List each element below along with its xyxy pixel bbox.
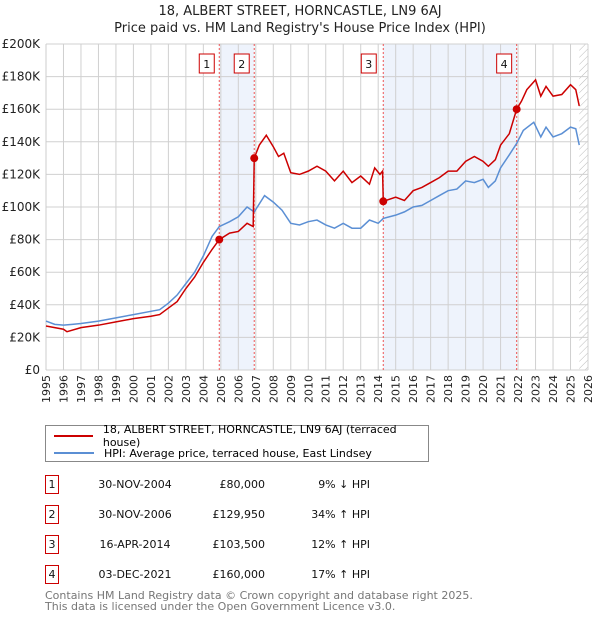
x-tick-label: 2009 xyxy=(285,375,298,403)
transaction-row: 2 30-NOV-2006 £129,950 34% ↑ HPI xyxy=(0,505,600,525)
y-tick-label: £20K xyxy=(9,330,41,344)
x-tick-label: 2010 xyxy=(302,375,315,403)
y-tick-label: £180K xyxy=(2,70,42,84)
y-tick-label: £80K xyxy=(9,233,41,247)
x-tick-label: 2022 xyxy=(512,375,525,403)
property-line xyxy=(45,78,580,333)
x-tick-label: 2013 xyxy=(355,375,368,403)
sale-label-box xyxy=(233,53,250,74)
transaction-date: 30-NOV-2006 xyxy=(98,508,172,521)
x-tick-label: 2012 xyxy=(337,375,350,403)
x-tick-label: 2014 xyxy=(372,375,385,403)
x-tick-label: 2024 xyxy=(547,375,560,403)
legend-label-property: 18, ALBERT STREET, HORNCASTLE, LN9 6AJ (… xyxy=(102,423,397,449)
x-tick-label: 2023 xyxy=(530,375,543,403)
x-tick-label: 1997 xyxy=(75,375,88,403)
transaction-number: 3 xyxy=(45,535,59,554)
legend-item-property: 18, ALBERT STREET, HORNCASTLE, LN9 6AJ (… xyxy=(54,423,428,449)
transaction-date: 03-DEC-2021 xyxy=(98,568,172,581)
legend-swatch-property xyxy=(54,435,93,437)
x-tick-label: 2016 xyxy=(407,375,420,403)
transaction-date: 30-NOV-2004 xyxy=(98,478,172,491)
x-tick-label: 1998 xyxy=(92,375,105,403)
transaction-price: £160,000 xyxy=(212,568,266,581)
footer-copyright: Contains HM Land Registry data © Crown c… xyxy=(45,589,473,602)
x-tick-label: 2017 xyxy=(425,375,438,403)
legend-swatch-hpi xyxy=(54,452,94,454)
x-tick-label: 2008 xyxy=(267,375,280,403)
sale-label-box xyxy=(198,53,215,74)
chart-title: 18, ALBERT STREET, HORNCASTLE, LN9 6AJ xyxy=(158,4,442,19)
sale-point xyxy=(215,235,224,244)
x-tick-label: 2019 xyxy=(460,375,473,403)
x-tick-label: 2015 xyxy=(390,375,403,403)
legend: 18, ALBERT STREET, HORNCASTLE, LN9 6AJ (… xyxy=(45,423,429,462)
x-tick-label: 2000 xyxy=(127,375,140,403)
transaction-hpi-diff: 17% ↑ HPI xyxy=(311,568,370,581)
transaction-number: 4 xyxy=(45,565,59,584)
x-tick-label: 2018 xyxy=(442,375,455,403)
transaction-row: 1 30-NOV-2004 £80,000 9% ↓ HPI xyxy=(0,475,600,495)
transaction-price: £80,000 xyxy=(219,478,266,491)
transaction-hpi-diff: 9% ↓ HPI xyxy=(318,478,370,491)
y-tick-label: £200K xyxy=(2,37,42,51)
x-tick-label: 1996 xyxy=(57,375,70,403)
y-tick-label: £160K xyxy=(2,102,42,116)
x-tick-label: 2005 xyxy=(215,375,228,403)
transaction-row: 4 03-DEC-2021 £160,000 17% ↑ HPI xyxy=(0,565,600,585)
transaction-hpi-diff: 34% ↑ HPI xyxy=(311,508,370,521)
x-tick-label: 2002 xyxy=(162,375,175,403)
sale-label: 4 xyxy=(501,58,508,71)
hpi-line xyxy=(45,121,580,326)
legend-label-hpi: HPI: Average price, terraced house, East… xyxy=(104,446,372,460)
x-tick-label: 2004 xyxy=(197,375,210,403)
sale-label: 2 xyxy=(238,58,245,71)
sale-point xyxy=(250,154,259,163)
transaction-number: 2 xyxy=(45,505,59,524)
transaction-row: 3 16-APR-2014 £103,500 12% ↑ HPI xyxy=(0,535,600,555)
transaction-price: £129,950 xyxy=(212,508,266,521)
transaction-date: 16-APR-2014 xyxy=(99,538,171,551)
y-tick-label: £100K xyxy=(2,200,42,214)
legend-item-hpi: HPI: Average price, terraced house, East… xyxy=(54,446,372,460)
x-tick-label: 2020 xyxy=(477,375,490,403)
x-tick-label: 1999 xyxy=(110,375,123,403)
x-tick-label: 2011 xyxy=(320,375,333,403)
x-tick-label: 2003 xyxy=(180,375,193,403)
x-tick-label: 2001 xyxy=(145,375,158,403)
x-tick-label: 2025 xyxy=(565,375,578,403)
sale-label: 1 xyxy=(203,58,210,71)
sale-label-box xyxy=(496,53,513,74)
sale-label-box xyxy=(360,53,377,74)
y-tick-label: £140K xyxy=(2,135,42,149)
footer-licence: This data is licensed under the Open Gov… xyxy=(45,600,396,613)
sale-point xyxy=(512,105,521,114)
y-tick-label: £120K xyxy=(2,167,42,181)
transaction-price: £103,500 xyxy=(212,538,266,551)
price-chart: 1995 1996 1997 1998 1999 2000 2001 2002 2003 2004… xyxy=(2,37,595,403)
x-tick-label: 2021 xyxy=(495,375,508,403)
y-tick-label: £40K xyxy=(9,298,41,312)
sale-label: 3 xyxy=(365,58,372,71)
transaction-hpi-diff: 12% ↑ HPI xyxy=(311,538,370,551)
y-tick-label: £0 xyxy=(25,363,40,377)
x-tick-label: 2026 xyxy=(582,375,595,403)
x-tick-label: 1995 xyxy=(40,375,53,403)
chart-subtitle: Price paid vs. HM Land Registry's House … xyxy=(114,21,486,36)
y-tick-label: £60K xyxy=(9,265,41,279)
x-tick-label: 2007 xyxy=(250,375,263,403)
x-tick-label: 2006 xyxy=(232,375,245,403)
sale-point xyxy=(379,197,388,206)
transaction-number: 1 xyxy=(45,475,59,494)
